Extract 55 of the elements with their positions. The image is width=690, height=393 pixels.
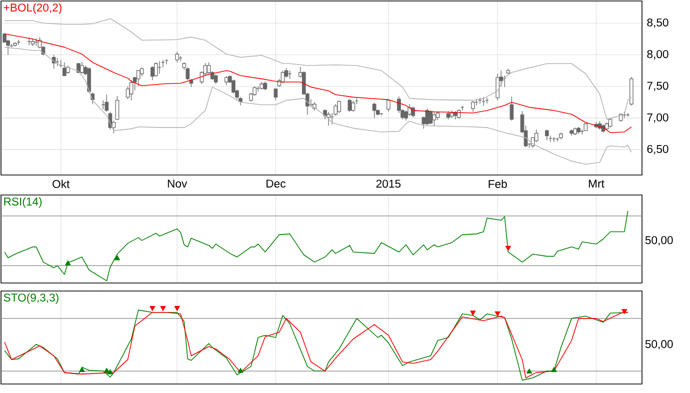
candlestick xyxy=(274,88,278,101)
candlestick xyxy=(510,96,514,121)
point xyxy=(526,368,532,374)
point xyxy=(104,368,110,373)
candlestick xyxy=(175,51,180,63)
x-tick-label: Okt xyxy=(52,180,70,188)
point xyxy=(174,306,180,311)
candlestick xyxy=(80,61,84,74)
point xyxy=(238,368,244,373)
point xyxy=(160,306,166,311)
x-tick-label: 2015 xyxy=(376,180,401,188)
series-label: +BOL(20,2) xyxy=(4,3,62,14)
candlestick xyxy=(471,100,475,112)
candlestick xyxy=(425,108,430,126)
x-tick-label: Feb xyxy=(488,180,507,188)
line-series xyxy=(4,18,632,120)
y-tick-label: 8,00 xyxy=(647,50,668,60)
candlestick xyxy=(348,98,352,112)
y-tick-label: 7,00 xyxy=(647,113,668,123)
line-series xyxy=(4,33,632,133)
candlestick xyxy=(150,66,154,80)
point xyxy=(470,310,476,316)
point xyxy=(107,369,113,374)
candlestick xyxy=(214,74,218,84)
text: 50,00 xyxy=(645,340,673,350)
x-tick-label: Dec xyxy=(266,180,286,188)
candlestick xyxy=(372,102,376,118)
point xyxy=(622,309,628,314)
candlestick xyxy=(386,98,390,112)
candlestick xyxy=(326,111,330,126)
candlestick xyxy=(608,118,612,128)
point xyxy=(494,311,500,316)
candlestick xyxy=(129,80,134,101)
point xyxy=(79,367,85,372)
candlestick xyxy=(104,94,109,112)
candlestick xyxy=(136,70,140,87)
text: STO(9,3,3) xyxy=(4,293,58,304)
point xyxy=(551,367,557,372)
y-tick-label: 7,50 xyxy=(647,82,668,92)
y-tick-label: 6,50 xyxy=(647,144,668,154)
text: RSI(14) xyxy=(4,197,42,208)
candlestick xyxy=(154,62,158,78)
candlestick xyxy=(432,111,436,126)
candlestick xyxy=(337,100,342,114)
y-tick-label: 8,50 xyxy=(647,18,668,28)
candlestick xyxy=(496,73,500,101)
line-series xyxy=(4,46,632,165)
x-tick-label: Mrt xyxy=(588,180,604,188)
candlestick xyxy=(115,96,120,120)
point xyxy=(150,306,156,311)
candlestick xyxy=(544,129,549,140)
candlestick xyxy=(62,62,66,77)
candlestick xyxy=(351,100,356,112)
text: 50,00 xyxy=(645,236,673,246)
x-tick-label: Nov xyxy=(168,180,188,188)
